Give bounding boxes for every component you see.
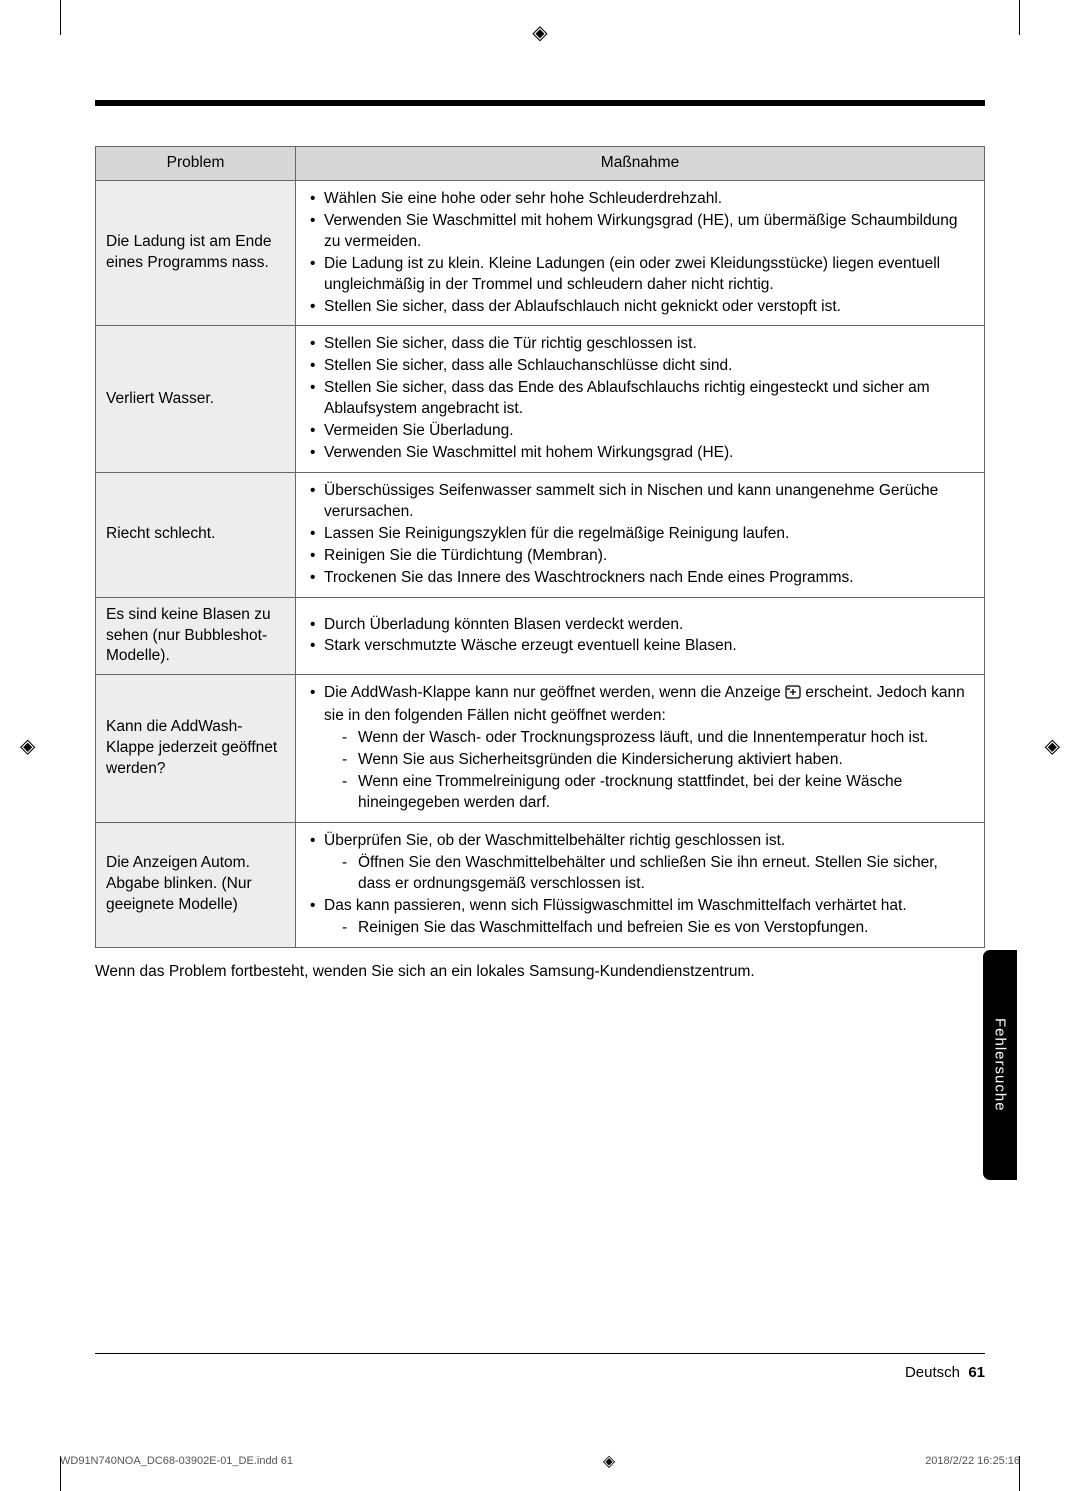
bullet-item: Stellen Sie sicher, dass die Tür richtig… <box>306 334 974 355</box>
header-problem: Problem <box>96 147 296 181</box>
problem-cell: Es sind keine Blasen zu sehen (nur Bubbl… <box>96 597 296 675</box>
problem-cell: Die Anzeigen Autom. Abgabe blinken. (Nur… <box>96 822 296 947</box>
footer-rule <box>95 1353 985 1354</box>
bullet-item: Überprüfen Sie, ob der Waschmittelbehält… <box>306 831 974 895</box>
table-row: Es sind keine Blasen zu sehen (nur Bubbl… <box>96 597 985 675</box>
bullet-text: Das kann passieren, wenn sich Flüssigwas… <box>324 897 907 914</box>
bullet-item: Überschüssiges Seifenwasser sammelt sich… <box>306 481 974 523</box>
bullet-item: Verwenden Sie Waschmittel mit hohem Wirk… <box>306 443 974 464</box>
bullet-item: Das kann passieren, wenn sich Flüssigwas… <box>306 896 974 939</box>
registration-mark-bottom: ◈ <box>603 1451 615 1471</box>
bullet-text: Die AddWash-Klappe kann nur geöffnet wer… <box>324 684 781 701</box>
bullet-item: Die AddWash-Klappe kann nur geöffnet wer… <box>306 683 974 814</box>
bullet-item: Vermeiden Sie Überladung. <box>306 421 974 442</box>
crop-mark <box>60 0 61 35</box>
crop-mark <box>1019 0 1020 35</box>
problem-cell: Verliert Wasser. <box>96 326 296 473</box>
bullet-item: Stellen Sie sicher, dass alle Schlauchan… <box>306 356 974 377</box>
dash-item: Wenn Sie aus Sicherheitsgründen die Kind… <box>342 750 974 771</box>
action-cell: Durch Überladung könnten Blasen verdeckt… <box>296 597 985 675</box>
problem-cell: Kann die AddWash-Klappe jederzeit geöffn… <box>96 675 296 823</box>
action-cell: Stellen Sie sicher, dass die Tür richtig… <box>296 326 985 473</box>
table-row: Kann die AddWash-Klappe jederzeit geöffn… <box>96 675 985 823</box>
dash-item: Wenn eine Trommelreinigung oder -trocknu… <box>342 772 974 814</box>
print-info-bar: WD91N740NOA_DC68-03902E-01_DE.indd 61 ◈ … <box>60 1451 1020 1471</box>
page-footer: Deutsch 61 <box>95 1353 985 1381</box>
section-tab: Fehlersuche <box>983 950 1017 1180</box>
bullet-item: Reinigen Sie die Türdichtung (Membran). <box>306 546 974 567</box>
section-tab-label: Fehlersuche <box>992 1018 1009 1112</box>
bullet-item: Stellen Sie sicher, dass das Ende des Ab… <box>306 378 974 420</box>
bullet-item: Stellen Sie sicher, dass der Ablaufschla… <box>306 297 974 318</box>
table-row: Riecht schlecht. Überschüssiges Seifenwa… <box>96 472 985 597</box>
bullet-text: Überprüfen Sie, ob der Waschmittelbehält… <box>324 832 785 849</box>
action-cell: Wählen Sie eine hohe oder sehr hohe Schl… <box>296 180 985 326</box>
action-cell: Überprüfen Sie, ob der Waschmittelbehält… <box>296 822 985 947</box>
bullet-item: Lassen Sie Reinigungszyklen für die rege… <box>306 524 974 545</box>
footer-language: Deutsch <box>905 1364 960 1381</box>
header-action: Maßnahme <box>296 147 985 181</box>
registration-mark-top: ◈ <box>532 20 547 45</box>
registration-mark-left: ◈ <box>20 733 35 758</box>
registration-mark-right: ◈ <box>1045 733 1060 758</box>
bullet-item: Stark verschmutzte Wäsche erzeugt eventu… <box>306 636 974 657</box>
page-number: 61 <box>968 1364 985 1381</box>
bullet-item: Durch Überladung könnten Blasen verdeckt… <box>306 615 974 636</box>
top-rule <box>95 100 985 106</box>
dash-item: Reinigen Sie das Waschmittelfach und bef… <box>342 918 974 939</box>
action-cell: Überschüssiges Seifenwasser sammelt sich… <box>296 472 985 597</box>
problem-cell: Riecht schlecht. <box>96 472 296 597</box>
table-row: Die Anzeigen Autom. Abgabe blinken. (Nur… <box>96 822 985 947</box>
bullet-item: Verwenden Sie Waschmittel mit hohem Wirk… <box>306 211 974 253</box>
add-door-icon <box>785 685 801 706</box>
action-cell: Die AddWash-Klappe kann nur geöffnet wer… <box>296 675 985 823</box>
table-row: Verliert Wasser. Stellen Sie sicher, das… <box>96 326 985 473</box>
page-content: Problem Maßnahme Die Ladung ist am Ende … <box>95 100 985 982</box>
print-file-name: WD91N740NOA_DC68-03902E-01_DE.indd 61 <box>60 1455 293 1467</box>
troubleshooting-table: Problem Maßnahme Die Ladung ist am Ende … <box>95 146 985 948</box>
dash-item: Öffnen Sie den Waschmittelbehälter und s… <box>342 853 974 895</box>
bullet-item: Wählen Sie eine hohe oder sehr hohe Schl… <box>306 189 974 210</box>
problem-cell: Die Ladung ist am Ende eines Programms n… <box>96 180 296 326</box>
dash-item: Wenn der Wasch- oder Trocknungsprozess l… <box>342 728 974 749</box>
table-row: Die Ladung ist am Ende eines Programms n… <box>96 180 985 326</box>
print-date: 2018/2/22 16:25:16 <box>925 1455 1020 1467</box>
closing-text: Wenn das Problem fortbesteht, wenden Sie… <box>95 962 985 983</box>
bullet-item: Trockenen Sie das Innere des Waschtrockn… <box>306 568 974 589</box>
bullet-item: Die Ladung ist zu klein. Kleine Ladungen… <box>306 254 974 296</box>
